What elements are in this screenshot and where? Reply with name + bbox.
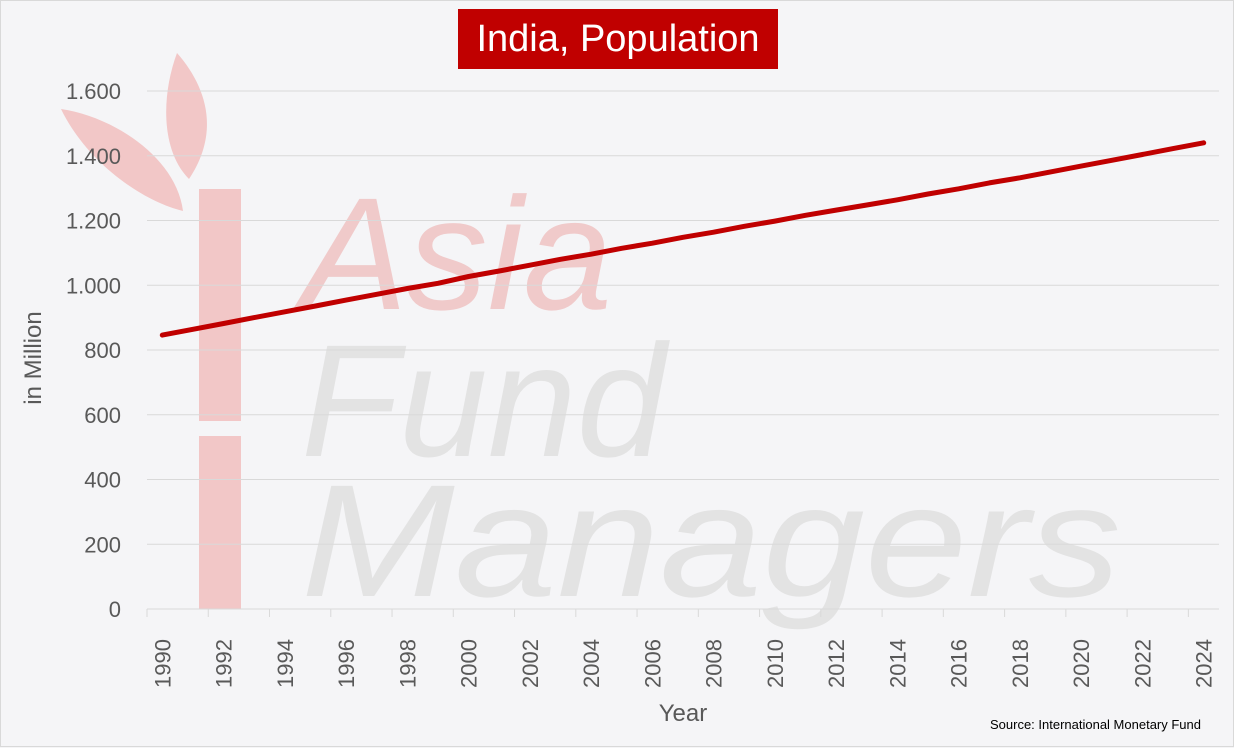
y-tick-label: 800 bbox=[84, 338, 121, 363]
x-tick-label: 2020 bbox=[1069, 639, 1094, 688]
y-tick-label: 600 bbox=[84, 403, 121, 428]
gridlines bbox=[147, 90, 1219, 545]
x-tick-label: 2022 bbox=[1130, 639, 1155, 688]
y-tick-label: 1.000 bbox=[66, 273, 121, 298]
watermark-logo bbox=[61, 53, 241, 609]
watermark-fund: Fund bbox=[301, 311, 671, 490]
watermark-leaf-right bbox=[166, 53, 207, 179]
x-tick-label: 1996 bbox=[334, 639, 359, 688]
watermark-managers: Managers bbox=[301, 451, 1121, 630]
y-tick-labels: 0 200 400 600 800 1.000 1.200 1.400 1.600 bbox=[66, 79, 121, 622]
y-tick-label: 1.200 bbox=[66, 209, 121, 234]
axes bbox=[146, 608, 1219, 617]
x-tick-label: 2002 bbox=[518, 639, 543, 688]
watermark-asia: Asia bbox=[293, 164, 612, 343]
x-tick-label: 2000 bbox=[457, 639, 482, 688]
x-tick-label: 1994 bbox=[273, 639, 298, 688]
x-tick-label: 1992 bbox=[212, 639, 237, 688]
watermark-stem-upper bbox=[199, 189, 241, 421]
x-tick-label: 2016 bbox=[947, 639, 972, 688]
x-tick-label: 2008 bbox=[702, 639, 727, 688]
x-tick-label: 2006 bbox=[640, 639, 665, 688]
series-line-0 bbox=[159, 140, 1207, 338]
y-tick-label: 0 bbox=[109, 597, 121, 622]
x-tick-label: 1998 bbox=[395, 639, 420, 688]
x-tick-label: 2010 bbox=[763, 639, 788, 688]
y-tick-label: 1.600 bbox=[66, 79, 121, 104]
chart-title: India, Population bbox=[458, 9, 778, 69]
x-tick-labels: 1990 1992 1994 1996 1998 2000 2002 2004 2006 2008… bbox=[150, 639, 1216, 688]
source-note: Source: International Monetary Fund bbox=[989, 717, 1201, 732]
y-axis-label: in Million bbox=[20, 311, 47, 404]
x-axis-label: Year bbox=[659, 700, 708, 727]
y-tick-label: 1.400 bbox=[66, 144, 121, 169]
y-tick-label: 400 bbox=[84, 468, 121, 493]
x-tick-label: 2012 bbox=[824, 639, 849, 688]
watermark-text: Asia Fund Managers bbox=[293, 164, 1121, 630]
series-layer bbox=[159, 140, 1207, 338]
watermark-leaf-left bbox=[61, 109, 183, 211]
x-tick-label: 2004 bbox=[579, 639, 604, 688]
x-tick-label: 1990 bbox=[150, 639, 175, 688]
y-tick-label: 200 bbox=[84, 532, 121, 557]
watermark-stem-lower bbox=[199, 436, 241, 609]
x-tick-label: 2024 bbox=[1192, 639, 1217, 688]
x-tick-label: 2018 bbox=[1008, 639, 1033, 688]
x-tick-label: 2014 bbox=[885, 639, 910, 688]
